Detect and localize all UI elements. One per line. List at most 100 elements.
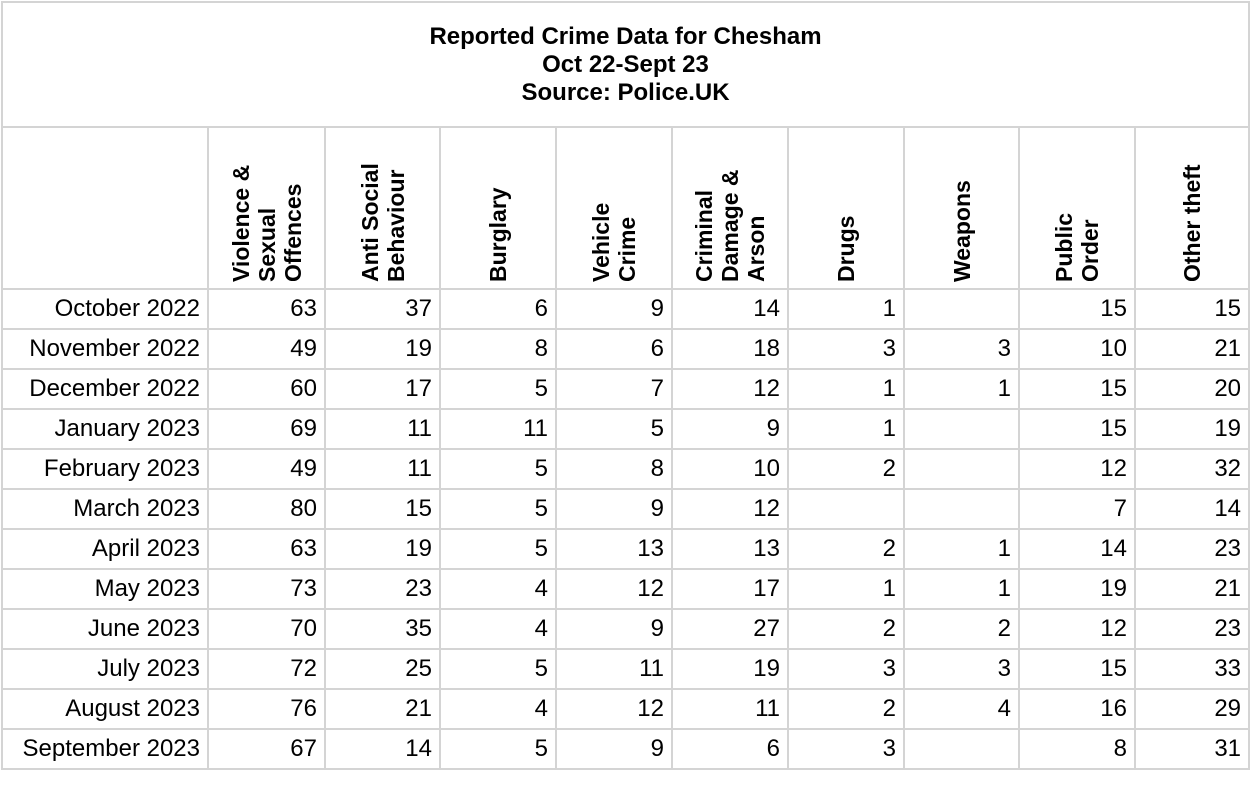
table-cell: 2 bbox=[903, 608, 1020, 650]
table-row: April 2023 63 19 5 13 13 2 1 14 23 bbox=[1, 528, 1250, 570]
row-month-label: December 2022 bbox=[1, 368, 209, 410]
row-month-label: January 2023 bbox=[1, 408, 209, 450]
table-cell: 72 bbox=[207, 648, 326, 690]
table-cell: 11 bbox=[671, 688, 789, 730]
title-row: Reported Crime Data for Chesham Oct 22-S… bbox=[0, 1, 1250, 128]
table-row: March 2023 80 15 5 9 12 7 14 bbox=[1, 488, 1250, 530]
table-cell: 15 bbox=[1133, 288, 1250, 330]
table-cell: 3 bbox=[903, 328, 1020, 370]
column-header: Burglary bbox=[439, 126, 557, 290]
row-month-label: September 2023 bbox=[1, 728, 209, 770]
table-cell: 11 bbox=[555, 648, 673, 690]
table-cell: 76 bbox=[207, 688, 326, 730]
table-cell: 3 bbox=[787, 328, 905, 370]
table-cell: 15 bbox=[324, 488, 441, 530]
column-header-label: Burglary bbox=[485, 187, 511, 282]
table-cell: 9 bbox=[555, 488, 673, 530]
table-cell: 12 bbox=[671, 368, 789, 410]
table-cell: 29 bbox=[1133, 688, 1250, 730]
table-cell: 5 bbox=[555, 408, 673, 450]
table-cell: 20 bbox=[1133, 368, 1250, 410]
table-row: February 2023 49 11 5 8 10 2 12 32 bbox=[1, 448, 1250, 490]
column-header: Criminal Damage & Arson bbox=[671, 126, 789, 290]
table-cell: 6 bbox=[555, 328, 673, 370]
table-cell: 9 bbox=[555, 288, 673, 330]
table-cell: 18 bbox=[671, 328, 789, 370]
table-cell: 12 bbox=[1018, 448, 1136, 490]
column-header: Public Order bbox=[1018, 126, 1136, 290]
column-header: Drugs bbox=[787, 126, 905, 290]
title-line-1: Reported Crime Data for Chesham bbox=[429, 22, 822, 50]
column-header-label: Violence & Sexual Offences bbox=[227, 164, 306, 282]
table-cell: 12 bbox=[1018, 608, 1136, 650]
table-cell: 14 bbox=[1133, 488, 1250, 530]
table-cell: 60 bbox=[207, 368, 326, 410]
table-cell: 9 bbox=[555, 608, 673, 650]
table-cell: 10 bbox=[1018, 328, 1136, 370]
table-cell: 23 bbox=[1133, 528, 1250, 570]
table-cell: 70 bbox=[207, 608, 326, 650]
table-cell: 5 bbox=[439, 648, 557, 690]
table-cell: 5 bbox=[439, 728, 557, 770]
table-cell: 13 bbox=[555, 528, 673, 570]
column-header: Vehicle Crime bbox=[555, 126, 673, 290]
table-cell: 2 bbox=[787, 608, 905, 650]
table-cell: 2 bbox=[787, 688, 905, 730]
table-cell: 8 bbox=[555, 448, 673, 490]
table-cell: 4 bbox=[903, 688, 1020, 730]
row-month-label: October 2022 bbox=[1, 288, 209, 330]
corner-cell bbox=[1, 126, 209, 290]
row-month-label: May 2023 bbox=[1, 568, 209, 610]
table-cell: 15 bbox=[1018, 648, 1136, 690]
table-cell: 37 bbox=[324, 288, 441, 330]
table-cell: 69 bbox=[207, 408, 326, 450]
table-cell: 32 bbox=[1133, 448, 1250, 490]
table-cell: 12 bbox=[671, 488, 789, 530]
column-header-label: Criminal Damage & Arson bbox=[691, 169, 769, 282]
table-cell: 5 bbox=[439, 488, 557, 530]
table-row: June 2023 70 35 4 9 27 2 2 12 23 bbox=[1, 608, 1250, 650]
table-cell: 12 bbox=[555, 568, 673, 610]
table-cell: 27 bbox=[671, 608, 789, 650]
table-title: Reported Crime Data for Chesham Oct 22-S… bbox=[0, 1, 1250, 128]
column-header-label: Public Order bbox=[1051, 212, 1103, 282]
table-cell bbox=[903, 728, 1020, 770]
crime-data-table: Reported Crime Data for Chesham Oct 22-S… bbox=[0, 1, 1250, 770]
table-cell: 63 bbox=[207, 528, 326, 570]
table-cell: 5 bbox=[439, 368, 557, 410]
row-month-label: February 2023 bbox=[1, 448, 209, 490]
table-cell bbox=[903, 448, 1020, 490]
table-row: November 2022 49 19 8 6 18 3 3 10 21 bbox=[1, 328, 1250, 370]
table-cell: 21 bbox=[1133, 328, 1250, 370]
table-cell: 15 bbox=[1018, 288, 1136, 330]
table-cell: 23 bbox=[1133, 608, 1250, 650]
table-cell: 19 bbox=[671, 648, 789, 690]
table-cell: 11 bbox=[324, 408, 441, 450]
table-cell bbox=[903, 488, 1020, 530]
table-cell: 17 bbox=[671, 568, 789, 610]
table-cell: 1 bbox=[787, 368, 905, 410]
table-cell: 35 bbox=[324, 608, 441, 650]
row-month-label: July 2023 bbox=[1, 648, 209, 690]
table-cell: 6 bbox=[671, 728, 789, 770]
column-header: Violence & Sexual Offences bbox=[207, 126, 326, 290]
table-row: September 2023 67 14 5 9 6 3 8 31 bbox=[1, 728, 1250, 770]
table-cell: 15 bbox=[1018, 408, 1136, 450]
table-row: May 2023 73 23 4 12 17 1 1 19 21 bbox=[1, 568, 1250, 610]
column-header: Anti Social Behaviour bbox=[324, 126, 441, 290]
table-cell bbox=[903, 408, 1020, 450]
table-cell: 8 bbox=[1018, 728, 1136, 770]
table-cell: 19 bbox=[324, 328, 441, 370]
table-cell: 14 bbox=[1018, 528, 1136, 570]
table-cell: 2 bbox=[787, 528, 905, 570]
table-cell: 21 bbox=[324, 688, 441, 730]
row-month-label: March 2023 bbox=[1, 488, 209, 530]
title-line-3: Source: Police.UK bbox=[521, 78, 730, 106]
column-header-label: Other theft bbox=[1179, 164, 1206, 282]
table-cell: 15 bbox=[1018, 368, 1136, 410]
table-cell: 1 bbox=[787, 288, 905, 330]
table-cell: 80 bbox=[207, 488, 326, 530]
table-cell: 13 bbox=[671, 528, 789, 570]
table-cell: 10 bbox=[671, 448, 789, 490]
